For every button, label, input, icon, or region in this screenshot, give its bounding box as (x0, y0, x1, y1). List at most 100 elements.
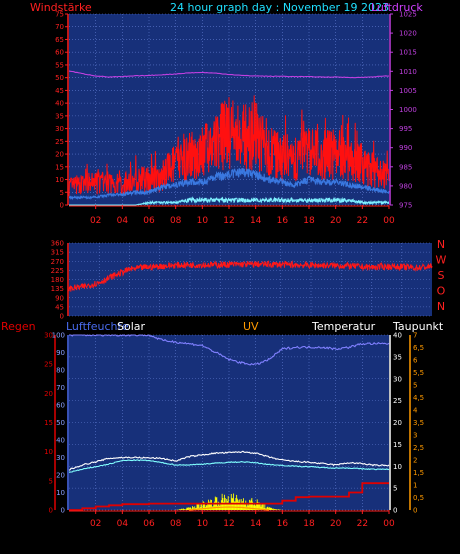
y-humidity-tick: 80 (56, 367, 65, 375)
header-right-label: Luftdruck (371, 1, 423, 14)
y-left-tick: 25 (55, 138, 64, 146)
y-tick: 180 (51, 276, 64, 284)
x-tick: 08 (170, 216, 182, 226)
x-tick: 20 (330, 216, 342, 226)
x-tick: 16 (277, 216, 289, 226)
y-left-tick: 15 (55, 163, 64, 171)
y-right-tick: 980 (399, 182, 412, 190)
x-tick: 14 (250, 519, 262, 529)
y-left-tick: 40 (55, 100, 64, 108)
y-tick: 0 (60, 313, 64, 321)
y-uv-tick: 5,5 (413, 369, 424, 377)
y-left-tick: 30 (55, 125, 64, 133)
y-humidity-tick: 70 (56, 384, 65, 392)
x-tick: 06 (143, 519, 155, 529)
y-temp-tick: 5 (393, 485, 397, 493)
y-tick: 360 (51, 240, 64, 248)
y-left-tick: 10 (55, 176, 64, 184)
y-uv-tick: 2,5 (413, 444, 424, 452)
y-uv-tick: 4,5 (413, 394, 424, 402)
x-tick: 00 (383, 216, 395, 226)
y-left-tick: 20 (55, 151, 64, 159)
x-tick: 10 (197, 216, 209, 226)
y-uv-tick: 0 (413, 507, 417, 515)
x-tick: 22 (357, 519, 368, 529)
y-right-tick: 975 (399, 202, 412, 210)
y-left-tick: 70 (55, 23, 64, 31)
y-rain-tick: 20 (44, 390, 53, 398)
humidity-series (69, 334, 390, 366)
y-tick: 270 (51, 258, 64, 266)
y-right-tick: 1025 (399, 11, 417, 19)
y-rain-tick: 0 (49, 507, 53, 515)
y-humidity-tick: 40 (56, 437, 65, 445)
y-temp-tick: 15 (393, 441, 402, 449)
x-tick: 20 (330, 519, 342, 529)
uv-series (188, 506, 270, 511)
y-humidity-tick: 10 (56, 489, 65, 497)
top-axis-label: UV (243, 320, 259, 333)
y-left-tick: 55 (55, 61, 64, 69)
y-uv-tick: 3,5 (413, 419, 424, 427)
y-right-tick: 990 (399, 144, 412, 152)
y-right-tick: 1005 (399, 87, 417, 95)
wind-pressure-panel: 7570656055504540353025201510501025102010… (55, 11, 417, 227)
y-tick: 45 (55, 303, 64, 311)
y-left-tick: 0 (60, 202, 64, 210)
wind-gust-series (68, 95, 390, 197)
compass-label: O (437, 285, 446, 298)
y-left-tick: 60 (55, 49, 64, 57)
y-temp-tick: 35 (393, 353, 402, 361)
y-humidity-tick: 90 (56, 349, 65, 357)
y-right-tick: 1015 (399, 49, 417, 57)
header-left-label: Windstärke (30, 1, 92, 14)
y-left-tick: 5 (60, 189, 64, 197)
y-tick: 225 (51, 267, 64, 275)
y-uv-tick: 4 (413, 407, 418, 415)
y-rain-tick: 10 (44, 448, 53, 456)
y-left-tick: 45 (55, 87, 64, 95)
wind-direction-series (68, 259, 433, 292)
y-left-tick: 65 (55, 36, 64, 44)
x-tick: 00 (383, 519, 395, 529)
x-tick: 18 (303, 216, 315, 226)
temperature-series (68, 450, 390, 471)
y-rain-tick: 30 (44, 332, 53, 340)
y-uv-tick: 6,5 (413, 344, 424, 352)
y-right-tick: 1010 (399, 68, 417, 76)
wind-average-series (68, 168, 390, 201)
y-tick: 315 (51, 249, 64, 257)
y-right-tick: 985 (399, 163, 412, 171)
top-axis-label: Temperatur (311, 320, 376, 333)
compass-label: N (437, 238, 445, 251)
compass-label: W (436, 254, 447, 267)
y-rain-tick: 5 (49, 477, 53, 485)
pressure-series (68, 70, 390, 79)
y-uv-tick: 0,5 (413, 494, 424, 502)
top-axis-label: Taupunkt (392, 320, 444, 333)
x-tick: 12 (223, 519, 234, 529)
y-humidity-tick: 30 (56, 454, 65, 462)
y-uv-tick: 1,5 (413, 469, 424, 477)
header-title: 24 hour graph day : November 19 2023 (170, 1, 389, 14)
x-tick: 02 (90, 519, 101, 529)
x-tick: 06 (143, 216, 155, 226)
compass-label: N (437, 300, 445, 313)
y-tick: 90 (55, 294, 64, 302)
y-right-tick: 1000 (399, 106, 417, 114)
x-tick: 18 (303, 519, 315, 529)
x-tick: 12 (223, 216, 234, 226)
left-axis-label: Regen (1, 320, 36, 333)
y-temp-tick: 20 (393, 419, 402, 427)
x-tick: 14 (250, 216, 262, 226)
y-left-tick: 75 (55, 11, 64, 19)
y-rain-tick: 15 (44, 419, 53, 427)
y-humidity-tick: 50 (56, 419, 65, 427)
x-tick: 04 (117, 216, 129, 226)
compass-label: S (438, 269, 445, 282)
y-uv-tick: 5 (413, 382, 417, 390)
x-tick: 08 (170, 519, 182, 529)
